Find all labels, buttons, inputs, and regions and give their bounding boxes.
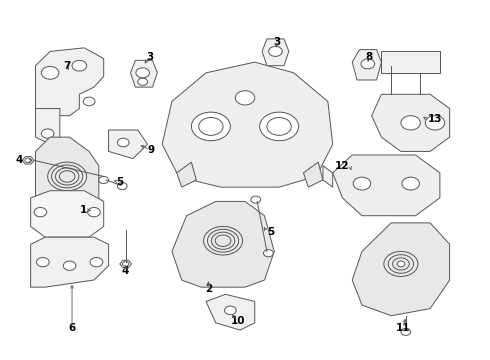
Polygon shape <box>352 50 381 80</box>
Polygon shape <box>381 51 440 73</box>
Polygon shape <box>30 237 109 287</box>
Circle shape <box>192 112 230 141</box>
Circle shape <box>72 60 87 71</box>
Circle shape <box>25 158 31 163</box>
Polygon shape <box>323 166 333 187</box>
Circle shape <box>260 112 298 141</box>
Text: 5: 5 <box>267 227 274 237</box>
Circle shape <box>138 78 147 85</box>
Polygon shape <box>162 62 333 187</box>
Polygon shape <box>130 60 157 87</box>
Polygon shape <box>206 294 255 330</box>
Text: 7: 7 <box>64 61 71 71</box>
Circle shape <box>361 59 374 69</box>
Circle shape <box>199 117 223 135</box>
Circle shape <box>401 116 420 130</box>
Polygon shape <box>35 137 99 216</box>
Circle shape <box>402 177 419 190</box>
Circle shape <box>36 257 49 267</box>
Circle shape <box>269 46 282 57</box>
Text: 2: 2 <box>205 284 212 294</box>
Text: 3: 3 <box>273 37 280 48</box>
Polygon shape <box>35 109 60 144</box>
Polygon shape <box>372 94 450 152</box>
Circle shape <box>88 207 100 217</box>
Circle shape <box>224 306 236 315</box>
Text: 1: 1 <box>79 205 87 215</box>
Polygon shape <box>177 162 196 187</box>
Circle shape <box>34 207 47 217</box>
Polygon shape <box>172 202 274 287</box>
Circle shape <box>117 138 129 147</box>
Text: 10: 10 <box>230 316 245 326</box>
Circle shape <box>41 129 54 138</box>
Polygon shape <box>333 155 440 216</box>
Polygon shape <box>303 162 323 187</box>
Circle shape <box>235 91 255 105</box>
Polygon shape <box>30 191 104 237</box>
Text: 11: 11 <box>396 323 411 333</box>
Text: 4: 4 <box>16 156 24 165</box>
Circle shape <box>401 328 411 336</box>
Circle shape <box>136 68 149 78</box>
Text: 5: 5 <box>116 177 123 187</box>
Circle shape <box>267 117 291 135</box>
Text: 4: 4 <box>122 266 129 276</box>
Polygon shape <box>352 223 450 316</box>
Text: 12: 12 <box>335 161 350 171</box>
Circle shape <box>264 249 273 257</box>
Circle shape <box>122 262 129 266</box>
Circle shape <box>99 176 109 184</box>
Text: 13: 13 <box>428 114 442 124</box>
Text: 3: 3 <box>147 52 154 62</box>
Polygon shape <box>35 48 104 116</box>
Circle shape <box>397 261 405 267</box>
Circle shape <box>63 261 76 270</box>
Circle shape <box>251 196 261 203</box>
Text: 6: 6 <box>69 323 75 333</box>
Circle shape <box>353 177 371 190</box>
Circle shape <box>83 97 95 106</box>
Polygon shape <box>262 39 289 66</box>
Circle shape <box>425 116 445 130</box>
Text: 8: 8 <box>366 52 373 62</box>
Polygon shape <box>109 130 147 158</box>
Circle shape <box>41 66 59 79</box>
Text: 9: 9 <box>147 145 155 155</box>
Circle shape <box>117 183 127 190</box>
Circle shape <box>90 257 103 267</box>
